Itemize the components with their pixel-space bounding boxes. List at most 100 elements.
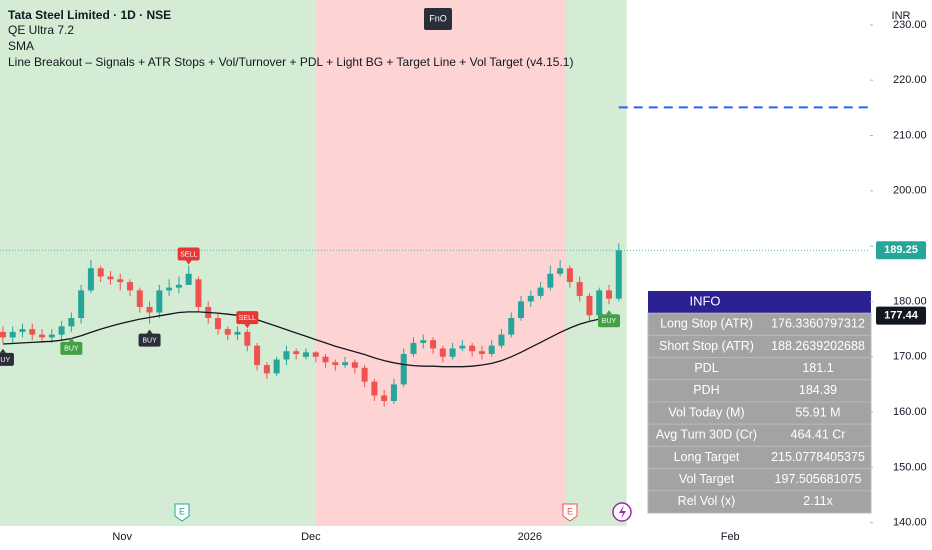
signal: BUY [0,348,14,366]
candle-body [606,290,612,299]
earnings-marker: E [174,503,190,522]
signal: SELL [177,247,200,265]
candle-body [254,345,261,366]
table-header [648,291,871,314]
signal-pointer [185,260,192,265]
candle-body [547,273,554,288]
y-tick-label: 170.00 [893,351,927,363]
table-cell: Rel Vol (x) [678,494,736,508]
candle-body [0,331,6,338]
candle-body [87,268,94,291]
signal-label: BUY [0,357,10,364]
candle-body [195,279,202,307]
candle-body [48,334,55,338]
signal-label: BUY [142,337,157,344]
candle-body [224,329,231,335]
table-cell: Avg Turn 30D (Cr) [656,428,757,442]
candle-body [371,381,378,396]
candle-body [19,329,26,332]
signal-pointer [606,310,612,315]
event-marker [612,502,632,522]
candle-body [302,352,309,357]
badge [424,8,452,30]
price-tag-label: 189.25 [884,244,918,256]
x-tick-label: Feb [721,531,740,543]
candle-body [615,250,622,299]
table-cell: Short Stop (ATR) [659,339,754,353]
candle-body [244,331,251,346]
candle-body [283,351,290,360]
signal-label: BUY [602,318,617,325]
table-cell: 188.2639202688 [771,339,865,353]
candle-body [488,345,495,354]
y-tick-label: 230.00 [893,19,927,31]
currency: INR [892,10,911,22]
table-row [647,357,872,381]
candle-body [166,287,173,291]
signal-label: SELL [239,315,256,322]
candle-body [156,290,163,313]
candle-body [430,340,437,349]
table-title: INFO [689,294,720,309]
candle-body [527,295,534,302]
signal-pointer [68,337,75,342]
y-tick-label: 140.00 [893,517,927,529]
signal-pointer [244,324,251,329]
candle-body [332,362,339,366]
table-cell: 55.91 M [795,405,840,419]
signal-box [60,341,83,355]
candle-body [566,268,573,283]
candle-body [342,362,349,366]
table-cell: 2.11x [803,494,833,508]
candle-body [410,342,417,354]
table-cell: Vol Target [679,472,735,486]
candle-body [263,365,270,374]
candle-body [58,326,65,335]
sma-line [2,311,619,368]
candle-body [557,268,564,274]
y-tick-label: 200.00 [893,185,927,197]
candle-body [136,290,143,307]
candle-body [361,367,368,382]
candle-body [537,287,544,296]
price-axis [870,0,932,550]
candle-body [596,290,603,316]
signal-pointer [146,329,153,334]
table-cell: Long Target [674,450,740,464]
table-cell: 181.1 [802,361,833,375]
svg-text:E: E [567,506,573,516]
candle-body [234,331,241,335]
candle-body [478,351,485,354]
candle-body [420,340,427,343]
signal-box [177,247,200,261]
signal-box [0,352,14,366]
chart-title: Tata Steel Limited · 1D · NSE [8,8,171,22]
candle-body [97,268,104,277]
table-cell: 197.505681075 [775,472,862,486]
candle-body [312,352,319,357]
y-tick-label: 150.00 [893,461,927,473]
candle-body [127,282,134,291]
candle-body [576,282,583,296]
table-cell: 184.39 [799,383,837,397]
table-cell: 464.41 Cr [791,428,846,442]
table-row [647,490,872,514]
price-tag [876,306,926,325]
x-tick-label: Dec [301,531,321,543]
table-cell: PDH [693,383,719,397]
candle-body [498,334,505,346]
candle-body [400,353,407,385]
candle-body [9,331,16,338]
candle-body [146,306,153,313]
table-cell: 176.3360797312 [771,317,865,331]
y-tick-label: 220.00 [893,74,927,86]
table-row [647,379,872,403]
y-tick-label: 180.00 [893,295,927,307]
background-band [315,0,566,526]
y-tick-label: 160.00 [893,406,927,418]
signal-label: BUY [64,346,79,353]
price-tag [876,241,926,260]
background-bands [0,0,627,526]
indicator-legend: SMA [8,39,34,53]
